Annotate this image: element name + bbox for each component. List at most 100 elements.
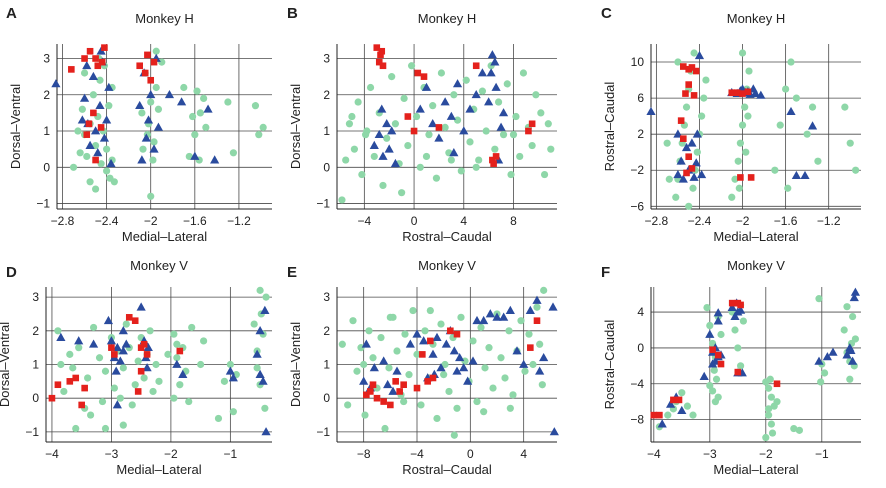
scatter-point-triangle (74, 336, 84, 345)
scatter-point-circle (173, 354, 181, 362)
scatter-point-circle (405, 371, 413, 379)
scatter-point-circle (767, 393, 776, 401)
y-axis-label: Dorsal–Ventral (8, 84, 23, 169)
scatter-point-circle (401, 330, 409, 338)
y-tick-label: 1 (32, 358, 39, 372)
scatter-point-square (714, 351, 722, 359)
scatter-point-circle (91, 141, 100, 150)
scatter-point-circle (338, 196, 346, 204)
y-tick-label: −6 (630, 199, 644, 213)
scatter-point-triangle (485, 309, 495, 318)
scatter-point-circle (91, 185, 100, 193)
scatter-point-square (379, 62, 387, 70)
scatter-point-square (717, 360, 725, 368)
scatter-point-circle (815, 295, 823, 303)
scatter-point-circle (119, 421, 127, 429)
scatter-point-triangle (519, 359, 529, 368)
scatter-point-circle (122, 320, 130, 328)
x-tick-label: 4 (460, 214, 467, 228)
y-tick-label: 3 (43, 52, 50, 66)
scatter-point-circle (503, 80, 511, 88)
series-class-3 (68, 44, 158, 164)
scatter-point-circle (147, 98, 155, 106)
scatter-point-square (85, 120, 93, 128)
scatter-point-square (675, 396, 683, 404)
scatter-point-circle (379, 181, 387, 190)
scatter-point-circle (712, 375, 721, 383)
scatter-point-square (435, 124, 443, 131)
x-tick-label: −2.4 (688, 214, 712, 228)
scatter-point-circle (370, 152, 378, 161)
scatter-point-triangle (452, 79, 463, 88)
scatter-point-circle (154, 105, 163, 113)
scatter-point-triangle (172, 359, 182, 368)
panel-letter: E (287, 264, 297, 281)
series-class-1 (54, 286, 270, 433)
scatter-point-triangle (106, 158, 116, 168)
scatter-point-circle (74, 127, 82, 135)
scatter-point-circle (453, 116, 462, 124)
scatter-point-square (367, 388, 374, 395)
scatter-point-triangle (436, 363, 446, 372)
scatter-point-circle (185, 152, 193, 161)
scatter-point-circle (817, 378, 825, 386)
scatter-point-circle (776, 121, 784, 129)
scatter-point-circle (84, 374, 92, 382)
scatter-point-circle (78, 105, 86, 113)
scatter-point-circle (440, 371, 448, 379)
scatter-point-circle (482, 127, 490, 135)
scatter-point-circle (150, 138, 158, 146)
scatter-point-circle (663, 139, 671, 147)
scatter-point-triangle (828, 347, 838, 356)
scatter-point-triangle (449, 147, 459, 157)
scatter-point-triangle (51, 79, 61, 88)
scatter-point-circle (765, 405, 773, 413)
scatter-point-triangle (496, 122, 506, 131)
scatter-point-triangle (549, 427, 559, 436)
scatter-point-circle (509, 391, 517, 399)
scatter-point-circle (262, 293, 270, 301)
series-class-2 (51, 46, 220, 168)
scatter-point-square (733, 89, 741, 96)
scatter-point-circle (690, 49, 698, 57)
scatter-point-square (656, 411, 663, 419)
scatter-point-triangle (449, 346, 459, 355)
scatter-point-square (137, 367, 145, 375)
scatter-point-square (94, 62, 102, 70)
scatter-point-triangle (135, 100, 145, 110)
scatter-point-circle (197, 360, 205, 369)
scatter-point-triangle (477, 68, 488, 77)
scatter-point-triangle (225, 366, 235, 375)
scatter-point-triangle (141, 133, 151, 142)
x-tick-label: −1 (815, 447, 829, 461)
scatter-point-square (734, 368, 742, 376)
scatter-point-square (176, 347, 184, 355)
scatter-point-circle (360, 360, 368, 369)
scatter-point-square (747, 174, 755, 181)
scatter-point-circle (429, 102, 437, 110)
scatter-point-circle (840, 326, 848, 334)
y-tick-label: 2 (323, 324, 330, 338)
scatter-point-circle (101, 424, 110, 433)
scatter-point-square (533, 317, 541, 324)
scatter-point-triangle (176, 97, 187, 106)
scatter-point-square (90, 109, 97, 117)
scatter-point-triangle (689, 172, 699, 181)
scatter-point-triangle (822, 352, 832, 361)
scatter-point-circle (693, 148, 701, 156)
scatter-point-circle (261, 404, 269, 412)
scatter-point-circle (353, 367, 361, 375)
scatter-point-circle (540, 170, 549, 179)
scatter-point-triangle (657, 419, 667, 428)
scatter-point-circle (101, 367, 110, 375)
panel-letter: F (601, 264, 610, 281)
x-axis-label: Rostral–Caudal (402, 462, 492, 477)
x-axis-label: Rostral–Caudal (402, 229, 492, 244)
scatter-point-circle (536, 340, 544, 348)
scatter-point-circle (426, 306, 434, 315)
scatter-point-circle (473, 397, 481, 406)
scatter-point-circle (537, 109, 545, 117)
scatter-point-circle (521, 367, 529, 375)
scatter-point-triangle (255, 326, 265, 335)
scatter-point-circle (220, 377, 229, 385)
